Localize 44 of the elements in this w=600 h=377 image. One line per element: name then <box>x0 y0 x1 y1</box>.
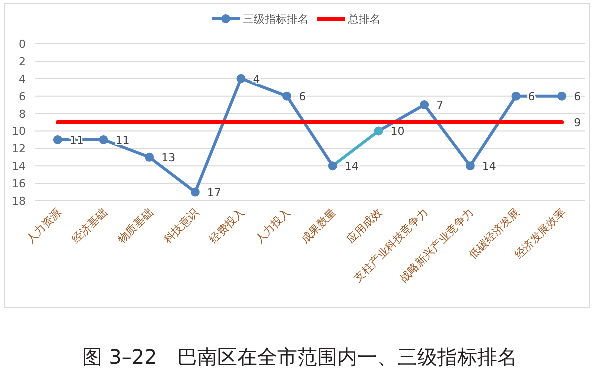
data-label: 6 <box>299 90 306 104</box>
data-label: 4 <box>253 72 260 86</box>
point <box>512 92 521 101</box>
point <box>558 92 567 101</box>
y-tick-label: 18 <box>12 195 26 208</box>
data-label: 14 <box>482 160 496 174</box>
y-tick-label: 2 <box>19 55 26 68</box>
point <box>190 188 200 197</box>
point <box>328 162 338 171</box>
y-tick-label: 10 <box>12 125 26 138</box>
data-label: 10 <box>390 125 405 138</box>
y-tick-label: 8 <box>19 108 26 121</box>
point <box>282 92 292 101</box>
data-label: 17 <box>207 186 222 200</box>
x-tick-label: 成果数量 <box>298 206 340 246</box>
data-label: 7 <box>436 99 444 112</box>
legend-label: 总排名 <box>347 13 381 26</box>
point <box>145 152 154 162</box>
x-tick-label: 科技意识 <box>161 206 202 246</box>
point <box>236 74 246 84</box>
y-tick-label: 4 <box>19 72 26 86</box>
x-tick-label: 物质基础 <box>115 206 156 246</box>
data-label: 14 <box>344 160 359 174</box>
text: 图 3–22 巴南区在全市范围内一、三级指标排名 <box>82 345 518 369</box>
data-label: 11 <box>116 134 130 147</box>
point <box>374 126 384 136</box>
x-tick-label: 应用成效 <box>344 206 385 246</box>
legend-label: 三级指标排名 <box>243 13 309 26</box>
y-tick-label: 0 <box>19 38 26 51</box>
point <box>466 162 475 171</box>
data-label: 6 <box>574 90 582 104</box>
x-tick-label: 人力投入 <box>252 206 294 246</box>
x-tick-label: 经费投入 <box>207 206 248 246</box>
x-tick-label: 人力资源 <box>24 206 64 246</box>
y-tick-label: 6 <box>19 90 26 104</box>
point <box>53 135 62 144</box>
y-tick-label: 14 <box>12 160 26 174</box>
x-tick-label: 经济基础 <box>70 206 110 246</box>
point <box>99 135 108 144</box>
data-label: 13 <box>162 151 176 164</box>
y-tick-label: 16 <box>12 178 26 191</box>
point <box>420 100 430 110</box>
data-label: 9 <box>574 116 582 130</box>
y-tick-label: 12 <box>12 142 26 156</box>
